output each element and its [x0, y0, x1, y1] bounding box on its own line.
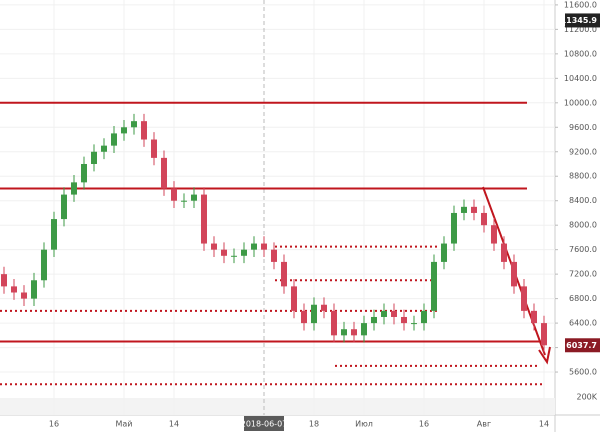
crosshair-badge — [244, 416, 284, 431]
candle-body — [131, 121, 137, 128]
candle-body — [91, 151, 97, 164]
candle-body — [51, 219, 57, 250]
candle-body — [81, 163, 87, 183]
y-tick-label: 10000.0 — [564, 98, 597, 107]
candle-body — [491, 225, 497, 244]
candle-body — [541, 323, 547, 346]
price-tag-label: 11345.9 — [561, 16, 598, 25]
candle-body — [381, 310, 387, 317]
candle-body — [1, 274, 7, 287]
y-tick-label: 11600.0 — [564, 0, 597, 9]
candle-body — [31, 280, 37, 299]
candle-body — [411, 323, 417, 325]
crosshair-label: 2018-06-07 — [241, 420, 288, 429]
candle-body — [331, 310, 337, 336]
volume-tick-label: 200K — [576, 393, 597, 402]
candle-body — [191, 194, 197, 201]
candle-body — [261, 243, 267, 250]
candle-body — [111, 133, 117, 146]
candle-body — [231, 255, 237, 257]
y-tick-label: 10400.0 — [564, 74, 597, 83]
y-tick-label: 7600.0 — [569, 245, 597, 254]
y-tick-label: 8400.0 — [569, 196, 597, 205]
x-tick-label: Июл — [355, 420, 373, 429]
candle-body — [61, 194, 67, 220]
candle-body — [321, 304, 327, 311]
candle-body — [521, 286, 527, 311]
y-tick-label: 9600.0 — [569, 123, 597, 132]
y-tick-label: 11200.0 — [564, 25, 597, 34]
candle-body — [211, 243, 217, 250]
y-tick-label: 6400.0 — [569, 319, 597, 328]
candle-body — [281, 261, 287, 287]
x-tick-label: 14 — [169, 420, 179, 429]
x-tick-label: Май — [115, 420, 132, 429]
candle-body — [421, 310, 427, 324]
candle-body — [451, 212, 457, 244]
x-tick-label: 14 — [539, 420, 549, 429]
x-tick-label: 18 — [309, 420, 319, 429]
y-tick-label: 8000.0 — [569, 221, 597, 230]
candle-body — [371, 316, 377, 324]
arrow-head — [538, 346, 551, 365]
x-tick-label: 16 — [49, 420, 59, 429]
candle-body — [391, 310, 397, 317]
candle-body — [71, 182, 77, 195]
candle-body — [511, 261, 517, 287]
candle-body — [271, 249, 277, 262]
candle-body — [301, 310, 307, 324]
price-tag — [565, 338, 600, 353]
candle-body — [151, 139, 157, 158]
candle-body — [471, 206, 477, 213]
volume-pane — [0, 398, 555, 415]
x-tick-label: 16 — [419, 420, 429, 429]
candle-body — [141, 121, 147, 140]
candle-body — [351, 329, 357, 336]
candle-body — [361, 323, 367, 336]
price-tag — [565, 13, 600, 28]
candle-body — [101, 145, 107, 152]
candle-body — [251, 243, 257, 250]
y-tick-label: 8800.0 — [569, 172, 597, 181]
candle-body — [461, 206, 467, 213]
y-tick-label: 6800.0 — [569, 294, 597, 303]
candle-body — [401, 316, 407, 324]
price-tag-label: 6037.7 — [566, 341, 597, 350]
candle-body — [501, 243, 507, 262]
candle-body — [41, 249, 47, 281]
candle-body — [161, 157, 167, 189]
candle-body — [241, 249, 247, 256]
candle-body — [11, 286, 17, 293]
candle-body — [171, 188, 177, 201]
candle-body — [311, 304, 317, 324]
candle-body — [531, 310, 537, 324]
y-tick-label: 10800.0 — [564, 49, 597, 58]
candle-body — [181, 200, 187, 202]
y-tick-label: 9200.0 — [569, 147, 597, 156]
candle-body — [121, 127, 127, 134]
y-tick-label: 5600.0 — [569, 368, 597, 377]
candle-body — [431, 261, 437, 311]
y-tick-label: 7200.0 — [569, 270, 597, 279]
candle-body — [21, 292, 27, 299]
candle-body — [341, 329, 347, 336]
candle-body — [481, 212, 487, 226]
candle-body — [201, 194, 207, 244]
candle-body — [221, 249, 227, 256]
candle-body — [441, 243, 447, 262]
candle-body — [291, 286, 297, 311]
x-tick-label: Авг — [477, 420, 491, 429]
